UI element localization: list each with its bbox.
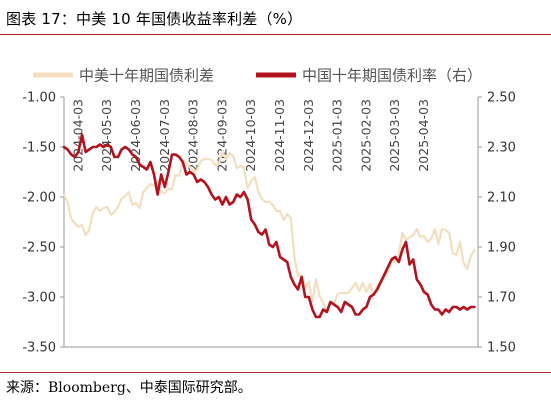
y-right-tick-label: 2.10 (487, 191, 516, 206)
y-left-tick-label: -1.00 (22, 91, 56, 106)
x-tick-label: 2024-05-03 (99, 99, 114, 172)
legend-item-spread: 中美十年期国债利差 (33, 67, 214, 85)
x-tick-label: 2025-04-03 (416, 99, 431, 172)
y-right-tick-label: 2.50 (487, 91, 516, 106)
y-right-tick-label: 1.50 (487, 341, 516, 356)
x-tick-label: 2024-09-03 (214, 99, 229, 172)
series-lines (62, 133, 476, 319)
legend-item-china-yield: 中国十年期国债利率（右） (256, 67, 482, 85)
y-left-tick-label: -1.50 (22, 141, 56, 156)
x-tick-label: 2024-11-03 (272, 99, 287, 172)
x-tick-label: 2024-07-03 (157, 99, 172, 172)
axes: -1.00 -1.50 -2.00 -2.50 -3.00 -3.50 2.50 2.30 2.… (22, 91, 516, 356)
y-right-tick-label: 1.90 (487, 241, 516, 256)
y-left-tick-label: -2.00 (22, 191, 56, 206)
y-left-tick-label: -3.50 (22, 341, 56, 356)
legend-label: 中国十年期国债利率（右） (302, 67, 482, 85)
x-tick-label: 2024-06-03 (128, 99, 143, 172)
legend: 中美十年期国债利差 中国十年期国债利率（右） (33, 67, 482, 85)
spread-series-line (62, 149, 476, 314)
x-tick-label: 2024-12-03 (301, 99, 316, 172)
x-tick-label: 2024-08-03 (186, 99, 201, 172)
x-tick-label: 2025-03-03 (387, 99, 402, 172)
y-left-tick-label: -3.00 (22, 291, 56, 306)
china-yield-series-line (62, 133, 476, 319)
y-left-tick-label: -2.50 (22, 241, 56, 256)
x-tick-label: 2025-01-03 (330, 99, 345, 172)
x-tick-label: 2024-04-03 (70, 99, 85, 172)
x-tick-label: 2024-10-03 (243, 99, 258, 172)
source-note: 来源：Bloomberg、中泰国际研究部。 (6, 380, 252, 396)
legend-label: 中美十年期国债利差 (79, 67, 214, 85)
line-chart: 中美十年期国债利差 中国十年期国债利率（右） -1.00 -1.50 -2.00 -2.… (22, 67, 516, 356)
source-rule (0, 372, 551, 373)
y-right-tick-label: 1.70 (487, 291, 516, 306)
y-right-tick-label: 2.30 (487, 141, 516, 156)
figure-title: 图表 17：中美 10 年国债收益率利差（%） (6, 10, 303, 28)
title-rule (0, 34, 551, 35)
x-tick-label: 2025-02-03 (358, 99, 373, 172)
